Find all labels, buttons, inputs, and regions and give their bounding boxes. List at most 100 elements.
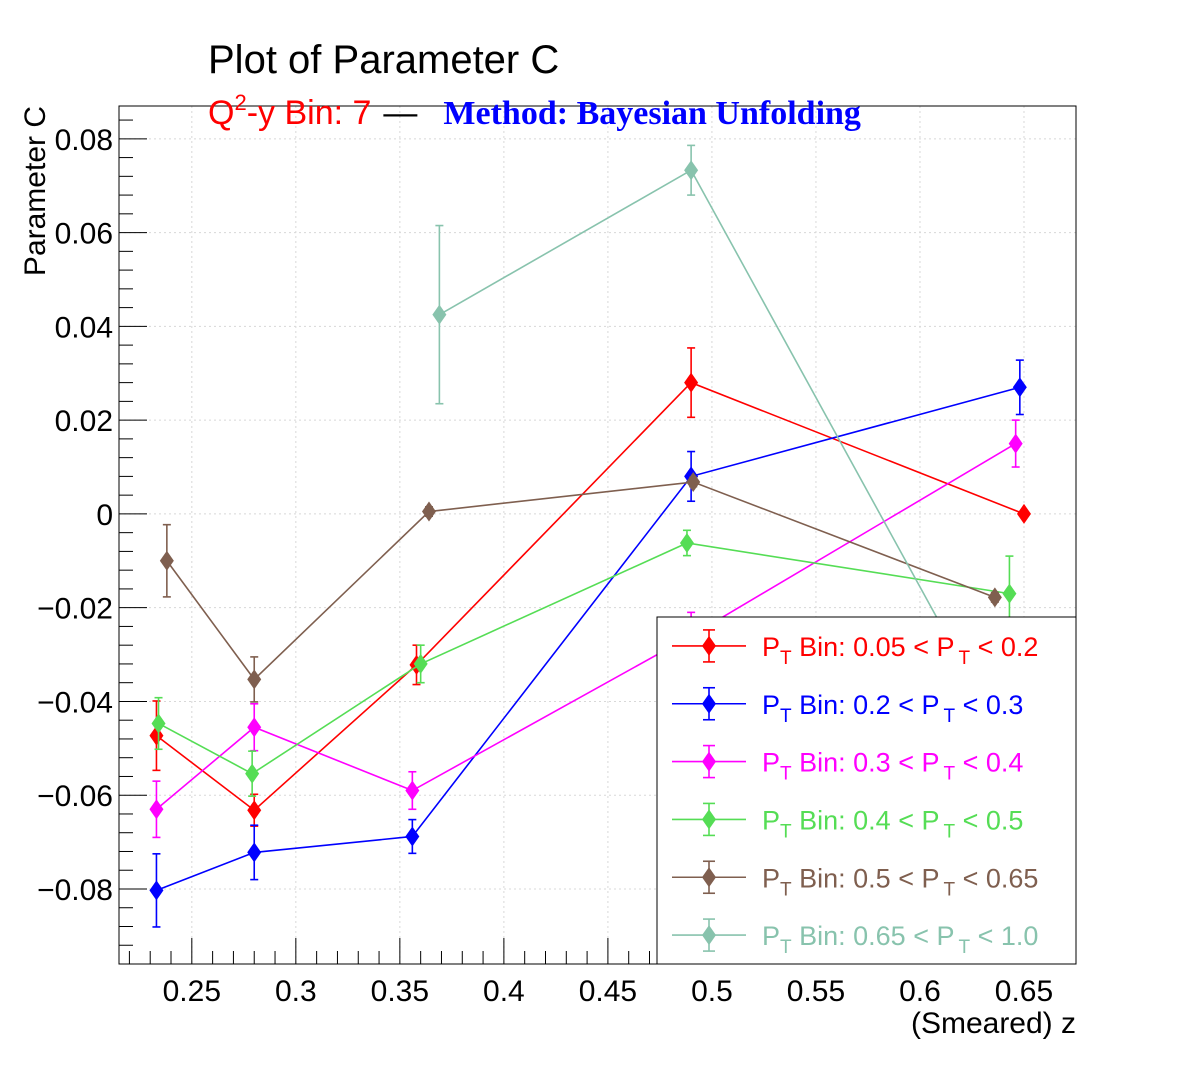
subtitle-method: Method: Bayesian Unfolding <box>443 95 861 132</box>
data-point <box>405 826 420 847</box>
y-tick-label: −0.06 <box>37 780 113 813</box>
chart-subtitle: Q2-y Bin: 7 — Method: Bayesian Unfolding <box>208 90 861 132</box>
x-tick-label: 0.3 <box>275 975 317 1008</box>
data-point <box>149 799 164 820</box>
legend-label-part: T <box>958 648 970 669</box>
legend-label-part: T <box>943 706 955 727</box>
subtitle-bin-sup: 2 <box>234 90 246 115</box>
legend-label-part: T <box>943 764 955 785</box>
data-point <box>432 304 447 325</box>
x-tick-label: 0.45 <box>579 975 637 1008</box>
series-layer <box>149 144 1042 928</box>
data-point <box>149 880 164 901</box>
legend-label-part: P <box>762 690 780 720</box>
y-tick-label: 0.02 <box>55 405 113 438</box>
legend-marker <box>702 867 716 888</box>
legend-marker <box>702 925 716 946</box>
legend-label-part: T <box>780 937 792 958</box>
legend-marker <box>702 751 716 772</box>
data-point <box>987 587 1002 608</box>
legend-label-part: < 0.2 <box>970 632 1038 662</box>
data-point <box>413 653 428 674</box>
legend-marker <box>702 809 716 830</box>
data-point <box>1008 433 1023 454</box>
y-tick-label: 0.06 <box>55 218 113 251</box>
legend-label-part: Bin: 0.65 < P <box>792 921 955 951</box>
legend-label-part: P <box>762 805 780 835</box>
data-point <box>686 472 701 493</box>
x-tick-label: 0.65 <box>995 975 1053 1008</box>
legend-label-part: T <box>780 764 792 785</box>
y-tick-label: −0.08 <box>37 874 113 907</box>
data-point <box>1012 377 1027 398</box>
legend-marker <box>702 693 716 714</box>
data-point <box>159 550 174 571</box>
data-point <box>245 763 260 784</box>
legend-label-part: Bin: 0.2 < P <box>792 690 940 720</box>
legend-label-part: P <box>762 632 780 662</box>
data-point <box>151 713 166 734</box>
data-point <box>1002 583 1017 604</box>
y-tick-label: −0.02 <box>37 593 113 626</box>
data-point <box>1016 503 1031 524</box>
legend-label-part: T <box>780 648 792 669</box>
data-point <box>421 501 436 522</box>
subtitle-bin-prefix: Q <box>208 94 234 132</box>
subtitle-bin-rest: -y Bin: 7 <box>247 94 372 132</box>
tick-labels: 0.25 0.3 0.35 0.4 0.45 0.5 0.55 0.6 0.65 0.08 0.06… <box>37 124 1053 1008</box>
legend-label-part: T <box>943 821 955 842</box>
series-3 <box>151 529 1017 797</box>
legend-label-part: Bin: 0.4 < P <box>792 805 940 835</box>
subtitle-separator: — <box>383 94 417 132</box>
legend-label-part: T <box>943 879 955 900</box>
series-4 <box>159 472 1002 703</box>
legend-label-part: P <box>762 748 780 778</box>
legend-box <box>656 616 1077 965</box>
legend-label-part: < 0.65 <box>955 863 1038 893</box>
legend-label-part: Bin: 0.5 < P <box>792 863 940 893</box>
y-tick-label: 0 <box>96 499 113 532</box>
x-axis-label: (Smeared) z <box>911 1007 1076 1040</box>
legend-marker <box>702 635 716 656</box>
chart-title: Plot of Parameter C <box>208 38 559 82</box>
data-point <box>247 669 262 690</box>
legend-label-part: < 0.5 <box>955 805 1023 835</box>
x-tick-label: 0.35 <box>371 975 429 1008</box>
data-point <box>247 800 262 821</box>
data-point <box>247 842 262 863</box>
x-tick-label: 0.4 <box>483 975 525 1008</box>
data-point <box>679 532 694 553</box>
x-tick-label: 0.55 <box>787 975 845 1008</box>
legend-label-part: Bin: 0.05 < P <box>792 632 955 662</box>
y-axis-label: Parameter C <box>19 106 52 276</box>
legend-label-part: T <box>780 706 792 727</box>
y-tick-label: −0.04 <box>37 686 113 719</box>
x-tick-label: 0.25 <box>163 975 221 1008</box>
y-tick-label: 0.04 <box>55 311 113 344</box>
legend-label-part: P <box>762 921 780 951</box>
legend-label-part: < 0.3 <box>955 690 1023 720</box>
legend-label-part: P <box>762 863 780 893</box>
data-point <box>247 717 262 738</box>
y-tick-label: 0.08 <box>55 124 113 157</box>
x-tick-label: 0.6 <box>899 975 941 1008</box>
data-point <box>684 160 699 181</box>
legend-label-part: T <box>780 879 792 900</box>
x-tick-label: 0.5 <box>691 975 733 1008</box>
legend-label-part: < 1.0 <box>970 921 1038 951</box>
data-point <box>405 780 420 801</box>
legend-label-part: T <box>780 821 792 842</box>
legend-label-part: T <box>958 937 970 958</box>
legend-label-part: < 0.4 <box>955 748 1023 778</box>
legend-label-part: Bin: 0.3 < P <box>792 748 940 778</box>
data-point <box>684 372 699 393</box>
plot-frame <box>118 105 1077 965</box>
